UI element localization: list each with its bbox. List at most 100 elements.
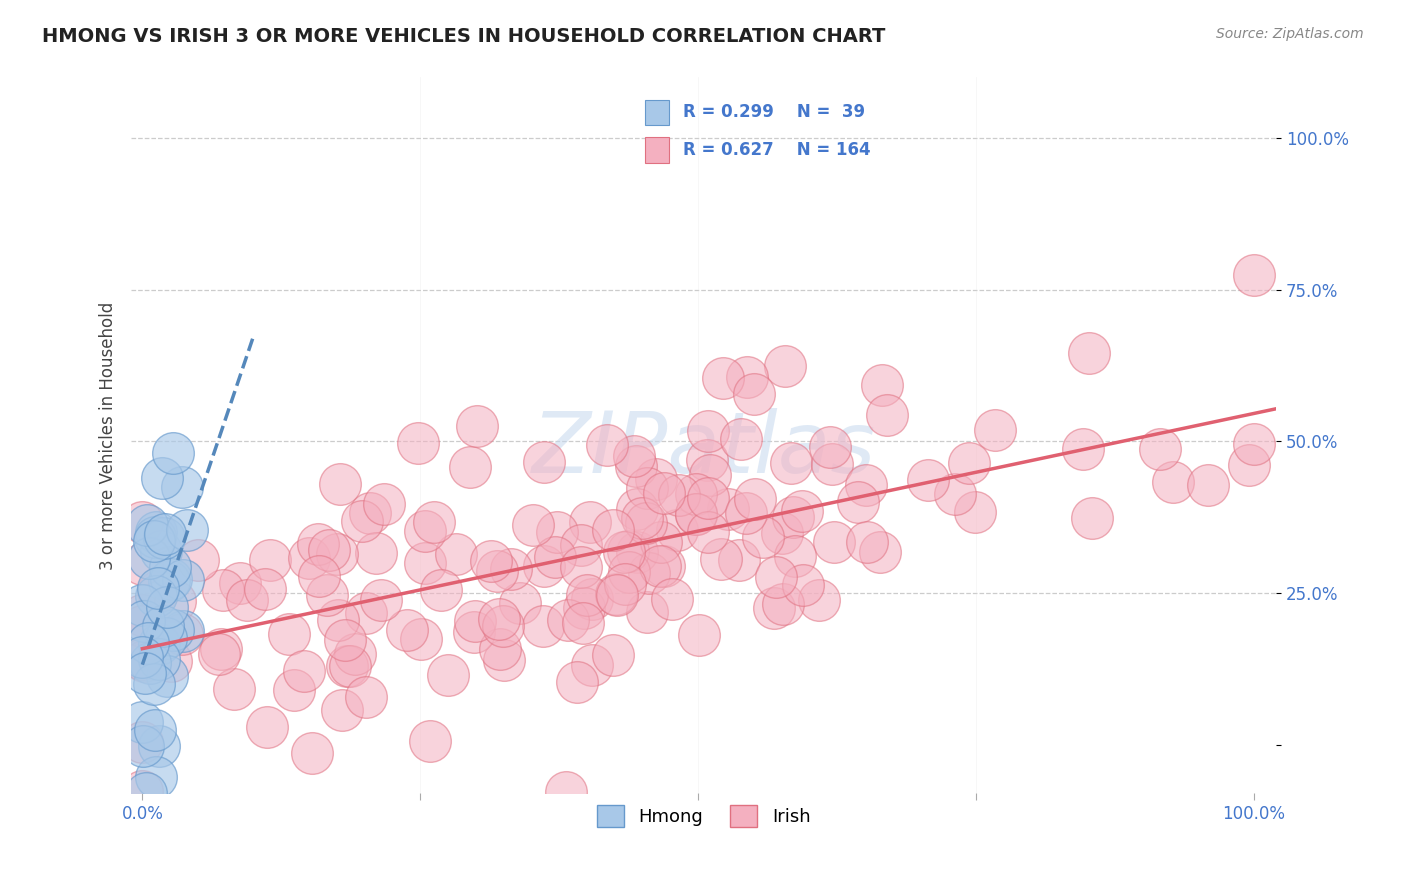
Point [602, 523, 624, 537]
Point [522, 518, 544, 533]
Point [350, 514, 373, 528]
Point [876, 408, 898, 422]
Point [544, 549, 567, 564]
Point [1197, 477, 1219, 491]
Point [668, 488, 690, 502]
Point [652, 559, 675, 574]
Point [699, 467, 721, 482]
Point [413, 524, 436, 539]
Point [148, 637, 170, 651]
Point [326, 613, 349, 627]
Point [856, 534, 879, 549]
Point [278, 627, 301, 641]
Point [148, 652, 170, 666]
Point [567, 674, 589, 689]
Point [823, 534, 845, 549]
Point [666, 524, 689, 538]
Point [132, 614, 155, 628]
Point [696, 491, 718, 505]
Point [509, 596, 531, 610]
Point [464, 614, 486, 628]
Point [143, 723, 166, 737]
Point [1081, 511, 1104, 525]
Point [444, 547, 467, 561]
Point [579, 515, 602, 529]
Point [359, 506, 381, 520]
Point [818, 440, 841, 454]
Point [619, 565, 641, 579]
Point [734, 506, 756, 520]
Point [153, 527, 176, 541]
Point [696, 453, 718, 467]
Point [596, 438, 619, 452]
Point [709, 552, 731, 566]
Point [318, 543, 340, 558]
Point [325, 547, 347, 561]
Point [143, 533, 166, 548]
Text: Source: ZipAtlas.com: Source: ZipAtlas.com [1216, 27, 1364, 41]
Point [773, 359, 796, 374]
Point [636, 481, 658, 495]
Point [131, 515, 153, 529]
Point [730, 432, 752, 446]
Point [576, 588, 599, 602]
Point [131, 619, 153, 633]
Point [1243, 268, 1265, 282]
Point [207, 648, 229, 662]
Point [138, 551, 160, 566]
Point [364, 546, 387, 560]
Point [170, 627, 193, 641]
Point [696, 424, 718, 438]
Point [259, 552, 281, 566]
Point [779, 457, 801, 471]
Point [488, 612, 510, 626]
Point [855, 478, 877, 492]
Point [626, 545, 648, 559]
Point [373, 497, 395, 511]
Point [491, 619, 513, 633]
Point [1243, 436, 1265, 450]
Point [606, 588, 628, 602]
Point [159, 559, 181, 574]
Point [463, 624, 485, 639]
Point [688, 628, 710, 642]
Point [605, 587, 627, 601]
Point [131, 651, 153, 665]
Point [139, 656, 162, 670]
Point [762, 600, 785, 615]
Point [685, 486, 707, 500]
Point [711, 370, 734, 384]
Point [752, 530, 775, 544]
Point [645, 472, 668, 486]
Legend: Hmong, Irish: Hmong, Irish [589, 798, 818, 834]
Point [792, 578, 814, 592]
Point [254, 582, 277, 597]
Point [984, 423, 1007, 437]
Point [626, 458, 648, 473]
Point [153, 531, 176, 545]
Point [354, 606, 377, 620]
Point [333, 632, 356, 647]
Point [613, 576, 636, 591]
Point [131, 557, 153, 571]
Point [170, 480, 193, 494]
Point [652, 486, 675, 500]
Point [160, 655, 183, 669]
Point [821, 457, 844, 471]
Point [145, 525, 167, 540]
Point [292, 664, 315, 678]
Point [555, 785, 578, 799]
Point [132, 654, 155, 668]
Point [479, 553, 502, 567]
Point [131, 784, 153, 798]
Point [148, 739, 170, 753]
Point [650, 534, 672, 549]
Point [533, 559, 555, 574]
Point [145, 589, 167, 603]
Point [131, 650, 153, 665]
Point [1237, 458, 1260, 472]
Point [533, 455, 555, 469]
Point [572, 601, 595, 615]
Point [770, 525, 793, 540]
Point [957, 456, 980, 470]
